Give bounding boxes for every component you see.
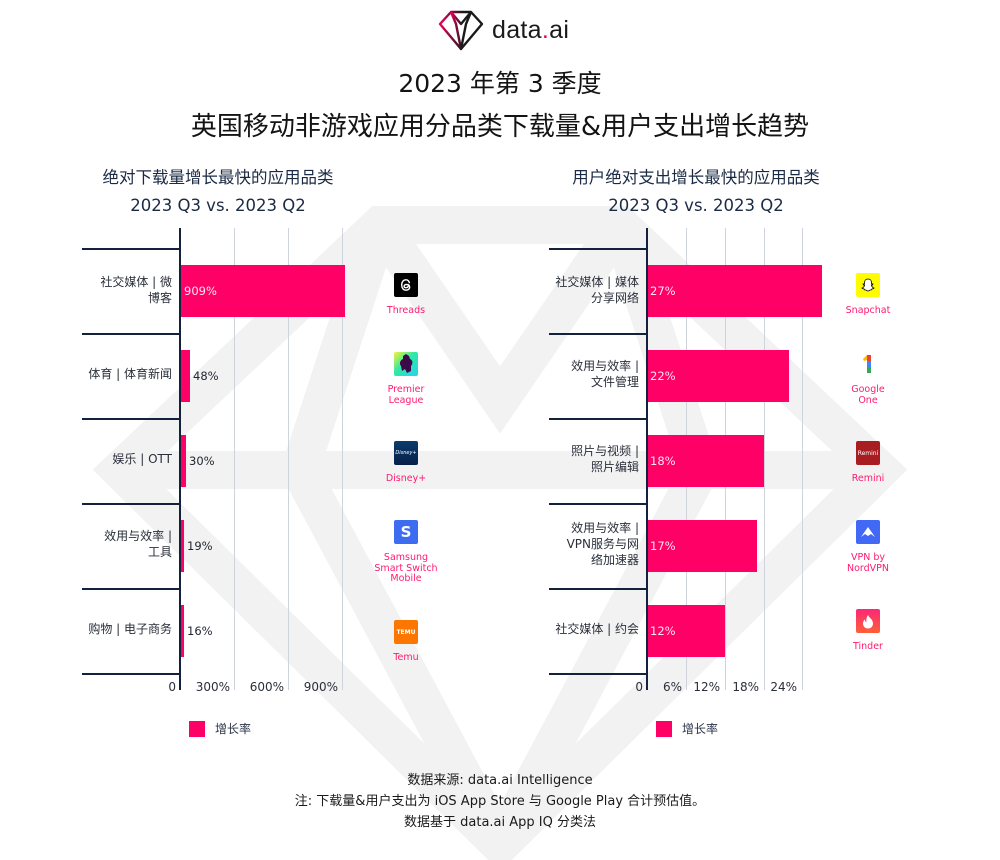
category-label: 社交媒体 | 媒体分享网络 <box>555 275 639 305</box>
app-snapchat[interactable]: Snapchat <box>828 273 908 317</box>
category-label: 社交媒体 | 约会 <box>555 622 639 636</box>
app-name: Google One <box>851 384 885 406</box>
value-label: 17% <box>650 539 676 553</box>
left-chart-heading: 绝对下载量增长最快的应用品类 2023 Q3 vs. 2023 Q2 <box>48 164 388 220</box>
page-title-line1: 2023 年第 3 季度 <box>398 69 602 98</box>
app-name: VPN by NordVPN <box>846 552 890 574</box>
y-axis-line <box>646 228 648 690</box>
footer-source: 数据来源: data.ai Intelligence <box>407 773 593 788</box>
google-one-icon <box>856 352 880 376</box>
category-label: 效用与效率 | 文件管理 <box>571 359 639 389</box>
legend-label: 增长率 <box>215 722 252 736</box>
value-label: 22% <box>650 369 676 383</box>
right-legend: 增长率 <box>656 720 718 737</box>
snapchat-icon <box>856 273 880 297</box>
app-name: Snapchat <box>845 305 891 316</box>
left-chart-period: 2023 Q3 vs. 2023 Q2 <box>130 196 306 215</box>
footer-notes: 数据来源: data.ai Intelligence 注: 下载量&用户支出为 … <box>0 770 1000 833</box>
data-ai-logo: data.ai <box>438 9 569 51</box>
nordvpn-icon <box>856 520 880 544</box>
right-bar-chart: 社交媒体 | 媒体分享网络 27% 效用与效率 | 文件管理 22% 照片与视频… <box>0 228 850 698</box>
category-label: 照片与视频 | 照片编辑 <box>571 444 639 474</box>
app-google-one[interactable]: Google One <box>828 352 908 406</box>
left-chart-title: 绝对下载量增长最快的应用品类 <box>102 168 334 187</box>
app-tinder[interactable]: Tinder <box>828 609 908 653</box>
right-chart-title: 用户绝对支出增长最快的应用品类 <box>572 168 820 187</box>
row-separator <box>549 333 647 335</box>
category-label: 效用与效率 | VPN服务与网络加速器 <box>566 521 639 567</box>
row-separator <box>549 418 647 420</box>
value-label: 12% <box>650 624 676 638</box>
page-title-line2: 英国移动非游戏应用分品类下载量&用户支出增长趋势 <box>190 112 810 142</box>
left-legend: 增长率 <box>189 720 251 737</box>
legend-swatch <box>656 720 672 737</box>
diamond-logo-icon <box>438 10 484 51</box>
row-separator <box>549 503 647 505</box>
row-separator <box>549 248 647 250</box>
app-remini[interactable]: Remini Remini <box>828 441 908 485</box>
remini-icon: Remini <box>856 441 880 465</box>
app-name: Remini <box>851 473 885 484</box>
app-name: Tinder <box>853 641 883 652</box>
footer-taxonomy: 数据基于 data.ai App IQ 分类法 <box>404 815 596 830</box>
right-chart-heading: 用户绝对支出增长最快的应用品类 2023 Q3 vs. 2023 Q2 <box>526 164 866 220</box>
row-separator <box>549 673 647 675</box>
logo-dot: . <box>541 15 550 44</box>
legend-label: 增长率 <box>682 722 719 736</box>
x-tick-label: 24% <box>770 680 797 694</box>
row-separator <box>549 588 647 590</box>
footer-note: 注: 下载量&用户支出为 iOS App Store 与 Google Play… <box>294 794 706 809</box>
value-label: 27% <box>650 284 676 298</box>
app-nordvpn[interactable]: VPN by NordVPN <box>828 520 908 574</box>
right-chart-period: 2023 Q3 vs. 2023 Q2 <box>608 196 784 215</box>
tinder-icon <box>856 609 880 633</box>
logo-text-main: data <box>492 15 542 44</box>
value-label: 18% <box>650 454 676 468</box>
logo-text-suffix: ai <box>549 15 570 44</box>
legend-swatch <box>189 720 205 737</box>
